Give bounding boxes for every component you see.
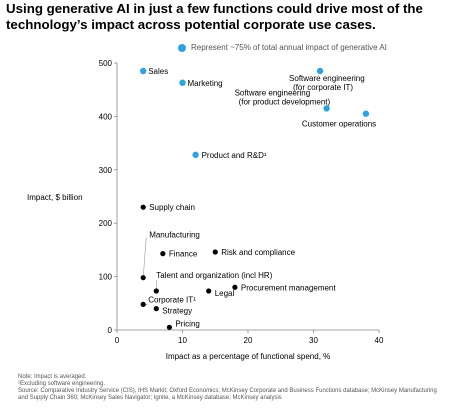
leader-line: [142, 237, 147, 278]
data-point: [160, 251, 166, 257]
point-label: Corporate IT¹: [148, 295, 196, 304]
footnotes: Note: Impact is averaged. ¹Excluding sof…: [18, 374, 468, 402]
highlight-point: [179, 79, 186, 86]
data-point: [153, 288, 159, 294]
point-label: Procurement management: [241, 283, 336, 292]
y-tick-label: 500: [99, 59, 113, 68]
highlight-point: [362, 110, 370, 117]
point-label: Legal: [215, 289, 235, 298]
data-point: [140, 204, 146, 210]
y-tick-label: 400: [99, 112, 113, 121]
x-tick-label: 10: [178, 336, 187, 345]
data-point: [140, 301, 146, 307]
x-axis-label: Impact as a percentage of functional spe…: [165, 352, 331, 361]
highlight-point: [140, 67, 147, 75]
x-tick-label: 30: [309, 336, 318, 345]
legend: Represent ~75% of total annual impact of…: [178, 43, 387, 52]
legend-text: Represent ~75% of total annual impact of…: [191, 43, 387, 52]
highlight-point: [316, 67, 324, 75]
highlight-point: [192, 151, 199, 159]
data-point: [153, 306, 159, 312]
highlight-point: [323, 105, 330, 112]
point-label: Sales: [148, 67, 168, 76]
point-label: Software engineering (for product develop…: [235, 88, 331, 106]
note-line: and Supply Chain 360; McKinsey Sales Nav…: [18, 395, 282, 401]
data-point: [140, 275, 146, 281]
point-label: Strategy: [162, 307, 192, 316]
point-label: Software engineering (for corporate IT): [289, 74, 365, 92]
point-label: Customer operations: [302, 120, 376, 129]
point-label: Product and R&D¹: [202, 151, 267, 160]
point-label: Manufacturing: [149, 231, 200, 240]
note-line: Note: Impact is averaged.: [18, 374, 87, 380]
point-label: Pricing: [175, 319, 199, 328]
x-tick-label: 0: [115, 336, 120, 345]
point-label: Talent and organization (incl HR): [156, 271, 272, 280]
point-label: Marketing: [188, 79, 223, 88]
x-tick-label: 20: [244, 336, 253, 345]
note-line: Source: Comparative Industry Service (CI…: [18, 388, 437, 394]
y-tick-label: 100: [99, 273, 113, 282]
data-point: [212, 249, 218, 255]
y-tick-label: 300: [99, 166, 113, 175]
note-line: ¹Excluding software engineering.: [18, 381, 106, 387]
y-tick-label: 0: [108, 326, 113, 335]
legend-marker: [178, 43, 186, 52]
point-label: Risk and compliance: [221, 248, 295, 257]
point-label: Finance: [169, 250, 198, 259]
data-point: [232, 284, 238, 290]
chart-title: Using generative AI in just a few functi…: [6, 1, 423, 32]
x-tick-label: 40: [375, 336, 384, 345]
y-axis-label: Impact, $ billion: [27, 193, 83, 202]
point-label: Supply chain: [149, 203, 195, 212]
data-point: [206, 288, 212, 294]
data-point: [166, 324, 172, 330]
y-tick-label: 200: [99, 219, 113, 228]
